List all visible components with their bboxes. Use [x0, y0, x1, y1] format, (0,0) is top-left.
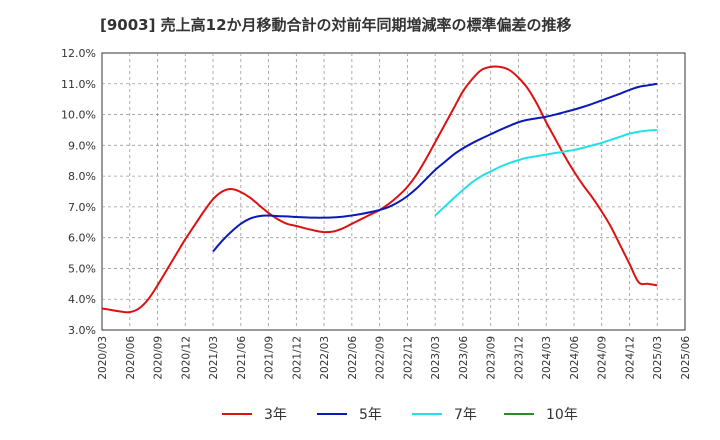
y-tick-label: 4.0% [68, 293, 96, 306]
legend-label: 3年 [264, 407, 287, 423]
y-tick-label: 6.0% [68, 232, 96, 245]
y-axis: 12.0% 11.0% 10.0% 9.0% 8.0% 7.0% 6.0% 5.0% 4.0% 3… [61, 47, 96, 337]
x-tick-label: 2024/03 [541, 336, 553, 380]
y-tick-label: 3.0% [68, 324, 96, 337]
y-tick-label: 11.0% [61, 78, 96, 91]
x-tick-label: 2021/03 [208, 336, 220, 380]
x-tick-label: 2024/06 [569, 336, 581, 380]
x-tick-label: 2021/09 [264, 336, 276, 380]
y-tick-label: 12.0% [61, 47, 96, 60]
legend: 3年 5年 7年 10年 [222, 407, 578, 423]
x-tick-label: 2021/12 [291, 336, 303, 380]
x-tick-label: 2023/06 [458, 336, 470, 380]
y-tick-label: 7.0% [68, 201, 96, 214]
x-tick-label: 2023/03 [430, 336, 442, 380]
y-tick-label: 5.0% [68, 262, 96, 275]
x-tick-label: 2024/09 [597, 336, 609, 380]
x-tick-label: 2020/06 [125, 336, 137, 380]
x-tick-label: 2023/12 [513, 336, 525, 380]
series-line-3 [434, 128, 658, 217]
x-tick-label: 2020/12 [180, 336, 192, 380]
x-tick-label: 2025/06 [680, 336, 692, 380]
y-tick-label: 10.0% [61, 109, 96, 122]
x-tick-label: 2023/09 [486, 336, 498, 380]
x-tick-label: 2022/09 [375, 336, 387, 380]
series-layer [101, 65, 658, 314]
x-axis: 2020/03 2020/06 2020/09 2020/12 2021/03 2021/… [97, 336, 692, 380]
x-tick-label: 2025/03 [652, 336, 664, 380]
x-tick-label: 2022/12 [402, 336, 414, 380]
legend-label: 10年 [546, 407, 578, 423]
chart-title: [9003] 売上高12か月移動合計の対前年同期増減率の標準偏差の推移 [100, 16, 572, 34]
x-tick-label: 2024/12 [624, 336, 636, 380]
legend-label: 5年 [359, 407, 382, 423]
series-line-2 [212, 82, 658, 253]
x-tick-label: 2022/03 [319, 336, 331, 380]
x-tick-label: 2020/03 [97, 336, 109, 380]
y-tick-label: 8.0% [68, 170, 96, 183]
x-tick-label: 2021/06 [236, 336, 248, 380]
x-tick-label: 2022/06 [347, 336, 359, 380]
plot-area [101, 52, 686, 331]
y-tick-label: 9.0% [68, 139, 96, 152]
legend-label: 7年 [454, 407, 477, 423]
x-tick-label: 2020/09 [153, 336, 165, 380]
grid-layer [102, 53, 685, 330]
